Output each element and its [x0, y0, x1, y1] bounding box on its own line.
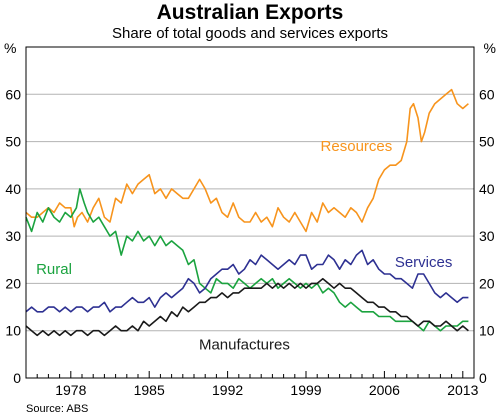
y-tick-label-left: 60: [5, 86, 21, 102]
series-lines: [25, 88, 469, 337]
y-tick-label-right: 30: [479, 228, 495, 244]
y-tick-label-left: 20: [5, 275, 21, 291]
x-tick-label-1978: 1978: [55, 382, 86, 398]
y-tick-label-right: 20: [479, 275, 495, 291]
y-tick-label-left: 10: [5, 323, 21, 339]
series-label-rural: Rural: [36, 261, 72, 278]
x-tick-label-1999: 1999: [290, 382, 321, 398]
series-line-manufactures: [25, 277, 469, 337]
series-label-manufactures: Manufactures: [199, 337, 290, 354]
y-tick-label-left: 30: [5, 228, 21, 244]
y-tick-label-right: 0: [479, 370, 487, 386]
y-tick-label-right: 60: [479, 86, 495, 102]
series-label-services: Services: [395, 254, 453, 271]
y-tick-label-left: 0: [13, 370, 21, 386]
x-tick-label-1985: 1985: [134, 382, 165, 398]
y-unit-left: %: [4, 40, 16, 56]
y-tick-label-right: 50: [479, 134, 495, 150]
plot-frame: [25, 46, 475, 379]
chart-subtitle: Share of total goods and services export…: [112, 25, 388, 42]
series-label-resources: Resources: [321, 138, 393, 155]
x-tick-label-1992: 1992: [212, 382, 243, 398]
grid: [26, 93, 474, 332]
axes: 0 0 10 10 20 20 30 30 40 40 50 50 60 60 1978 1985 1992 19…: [5, 46, 495, 398]
y-tick-label-left: 50: [5, 134, 21, 150]
chart-title: Australian Exports: [157, 1, 344, 24]
series-line-resources: [25, 88, 469, 233]
source-note: Source: ABS: [26, 403, 88, 415]
y-tick-label-left: 40: [5, 181, 21, 197]
y-tick-label-right: 10: [479, 323, 495, 339]
x-tick-label-2013: 2013: [447, 382, 478, 398]
series-labels: Resources Rural Services Manufactures: [36, 138, 452, 354]
series-line-rural: [25, 188, 469, 332]
y-tick-label-right: 40: [479, 181, 495, 197]
y-unit-right: %: [484, 40, 496, 56]
x-tick-label-2006: 2006: [369, 382, 400, 398]
series-line-services: [25, 249, 469, 313]
